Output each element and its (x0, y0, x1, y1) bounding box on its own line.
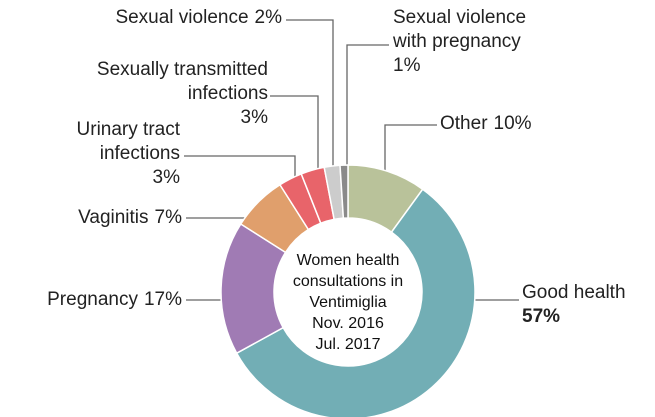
chart-title: Women health consultations in Ventimigli… (292, 252, 404, 311)
segment-label: Urinary tract infections 3% (30, 118, 180, 190)
category-name: Other (440, 113, 488, 134)
leader-line (286, 19, 334, 172)
category-name: Sexually transmitted infections (96, 59, 268, 104)
value-label: 2% (254, 7, 282, 28)
leader-line (184, 155, 296, 184)
leader-line (346, 44, 389, 170)
category-name: Good health (522, 282, 626, 303)
leader-lines (184, 19, 519, 301)
chart-subtitle: Nov. 2016 Jul. 2017 (312, 315, 384, 353)
segment (235, 188, 476, 417)
value-label: 3% (152, 167, 180, 188)
segment-label: Sexual violence 2% (115, 6, 282, 30)
value-label: 1% (393, 55, 421, 76)
segment-label: Vaginitis 7% (78, 206, 182, 230)
value-label: 17% (143, 289, 182, 310)
donut (220, 164, 476, 417)
category-name: Vaginitis (78, 207, 149, 228)
category-name: Sexual violence (115, 7, 249, 28)
value-label: 57% (522, 306, 561, 327)
category-name: Urinary tract infections (76, 119, 180, 164)
segment-label: Pregnancy 17% (47, 288, 182, 312)
leader-line (384, 124, 437, 178)
category-name: Pregnancy (47, 289, 138, 310)
leader-line (270, 95, 319, 176)
segment-label: Sexual violence with pregnancy 1% (393, 6, 558, 78)
value-label: 7% (154, 207, 182, 228)
center-label: Women health consultations in Ventimigli… (268, 250, 428, 355)
value-label: 10% (493, 113, 532, 134)
segment-label: Sexually transmitted infections 3% (38, 58, 268, 130)
segment-label: Other 10% (440, 112, 532, 136)
segment-label: Good health 57% (522, 281, 626, 329)
value-label: 3% (240, 107, 268, 128)
segment (339, 164, 349, 219)
category-name: Sexual violence with pregnancy (393, 7, 527, 52)
